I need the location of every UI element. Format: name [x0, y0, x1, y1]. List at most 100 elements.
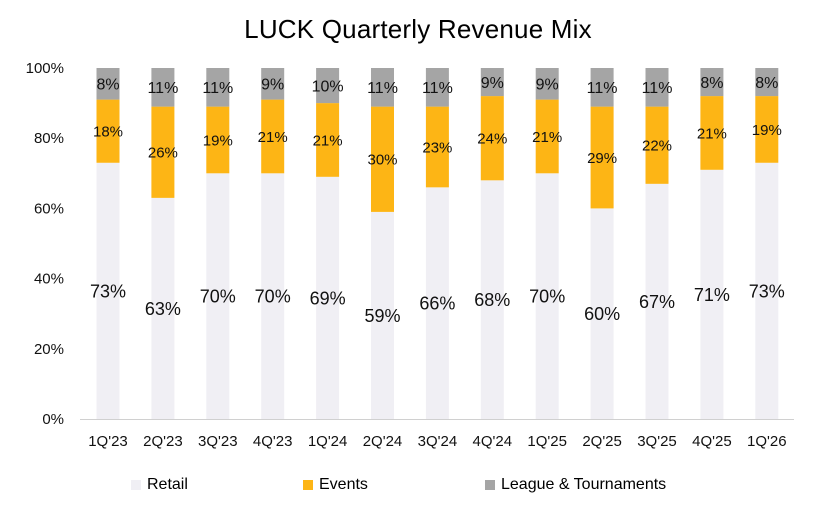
legend-label-league: League & Tournaments — [501, 476, 667, 493]
bar-segment-league — [480, 68, 504, 97]
data-label-events: 19% — [203, 132, 233, 149]
y-tick-label: 80% — [34, 130, 64, 147]
y-tick-label: 60% — [34, 200, 64, 217]
data-label-events: 21% — [697, 125, 727, 142]
bar-segment-retail — [480, 180, 504, 419]
legend: Retail Events League & Tournaments — [0, 476, 836, 498]
data-label-league: 8% — [755, 75, 778, 92]
bar-segment-events — [316, 103, 340, 177]
data-label-league: 11% — [147, 80, 178, 97]
data-label-retail: 59% — [364, 306, 400, 326]
bar-segment-events — [645, 106, 669, 184]
data-label-retail: 67% — [639, 292, 675, 312]
data-label-retail: 70% — [200, 287, 236, 307]
bar-segment-events — [151, 106, 175, 198]
y-tick-label: 100% — [26, 60, 64, 77]
legend-item-league: League & Tournaments — [485, 476, 666, 494]
x-tick-label: 4Q'23 — [253, 433, 293, 450]
bar-segment-events — [96, 99, 120, 163]
bar-segment-retail — [535, 173, 559, 419]
bar-segment-retail — [700, 169, 724, 419]
data-label-events: 24% — [477, 131, 507, 148]
x-tick-label: 1Q'24 — [308, 433, 348, 450]
data-label-retail: 70% — [255, 287, 291, 307]
bar-segment-retail — [645, 183, 669, 419]
bar-segment-retail — [96, 162, 120, 419]
data-label-league: 11% — [422, 80, 453, 97]
data-label-events: 29% — [587, 150, 617, 167]
data-label-retail: 73% — [749, 281, 785, 301]
data-label-events: 21% — [532, 129, 562, 146]
x-axis-ticks: 1Q'23 2Q'23 3Q'23 4Q'23 1Q'24 2Q'24 3Q'24 4Q'24… — [88, 433, 786, 450]
bar-segment-events — [371, 106, 394, 212]
data-label-retail: 73% — [90, 281, 126, 301]
data-label-league: 11% — [367, 80, 398, 97]
bar-segment-retail — [261, 173, 285, 419]
bar-segment-retail — [371, 211, 394, 419]
bar-segment-retail — [425, 187, 449, 419]
bar-segment-events — [480, 96, 504, 181]
bar-segment-league — [645, 68, 669, 107]
y-axis-ticks: 0% 20% 40% 60% 80% 100% — [26, 60, 64, 428]
data-label-events: 21% — [313, 132, 343, 149]
bar-segment-league — [261, 68, 285, 100]
bar-segment-events — [261, 99, 285, 174]
data-label-events: 19% — [752, 122, 782, 139]
bar-segment-events — [425, 106, 449, 188]
x-tick-label: 2Q'25 — [582, 433, 622, 450]
data-label-league: 11% — [202, 80, 233, 97]
data-label-league: 9% — [261, 77, 284, 94]
bar-segment-league — [96, 68, 120, 100]
data-label-retail: 63% — [145, 299, 181, 319]
x-tick-label: 1Q'25 — [527, 433, 567, 450]
bar-segment-retail — [206, 173, 230, 419]
x-tick-label: 3Q'24 — [418, 433, 458, 450]
bar-segment-league — [425, 68, 449, 107]
data-label-retail: 60% — [584, 304, 620, 324]
bar-segment-retail — [151, 197, 175, 419]
x-tick-label: 1Q'23 — [88, 433, 128, 450]
data-label-league: 11% — [587, 80, 618, 97]
bar-segment-events — [755, 96, 779, 163]
legend-swatch-retail — [131, 480, 141, 490]
bar-segment-league — [755, 68, 779, 97]
y-tick-label: 40% — [34, 271, 64, 288]
x-tick-label: 4Q'24 — [473, 433, 513, 450]
bar-segment-events — [700, 96, 724, 170]
data-label-league: 11% — [642, 80, 673, 97]
data-label-league: 9% — [481, 75, 504, 92]
data-label-retail: 66% — [419, 294, 455, 314]
bar-segment-retail — [755, 162, 779, 419]
chart-title: LUCK Quarterly Revenue Mix — [244, 14, 592, 44]
data-label-events: 18% — [93, 124, 123, 141]
legend-item-events: Events — [303, 476, 368, 494]
bar-segment-league — [206, 68, 230, 107]
data-label-retail: 68% — [474, 290, 510, 310]
y-tick-label: 20% — [34, 341, 64, 358]
data-label-events: 22% — [642, 138, 672, 155]
data-label-retail: 70% — [529, 287, 565, 307]
bar-segment-league — [535, 68, 559, 100]
x-tick-label: 3Q'25 — [637, 433, 677, 450]
data-label-events: 30% — [367, 152, 397, 169]
bar-segment-retail — [316, 176, 340, 419]
bar-segment-league — [700, 68, 724, 97]
x-tick-label: 2Q'24 — [363, 433, 403, 450]
legend-swatch-league — [485, 480, 495, 490]
legend-label-events: Events — [319, 476, 368, 493]
bar-segment-league — [371, 68, 394, 107]
data-label-events: 21% — [258, 129, 288, 146]
x-tick-label: 4Q'25 — [692, 433, 732, 450]
legend-swatch-events — [303, 480, 313, 490]
stacked-bar-chart: 0% 20% 40% 60% 80% 100% 73% 18% 8% 63% 26% 11% 70% 1… — [26, 60, 794, 450]
legend-item-retail: Retail — [131, 476, 188, 494]
data-label-events: 23% — [422, 139, 452, 156]
data-label-retail: 69% — [310, 288, 346, 308]
x-tick-label: 3Q'23 — [198, 433, 238, 450]
bar-segment-retail — [590, 208, 614, 419]
data-label-retail: 71% — [694, 285, 730, 305]
legend-label-retail: Retail — [147, 476, 188, 493]
x-tick-label: 1Q'26 — [747, 433, 787, 450]
y-tick-label: 0% — [42, 411, 64, 428]
bar-segment-events — [206, 106, 230, 174]
